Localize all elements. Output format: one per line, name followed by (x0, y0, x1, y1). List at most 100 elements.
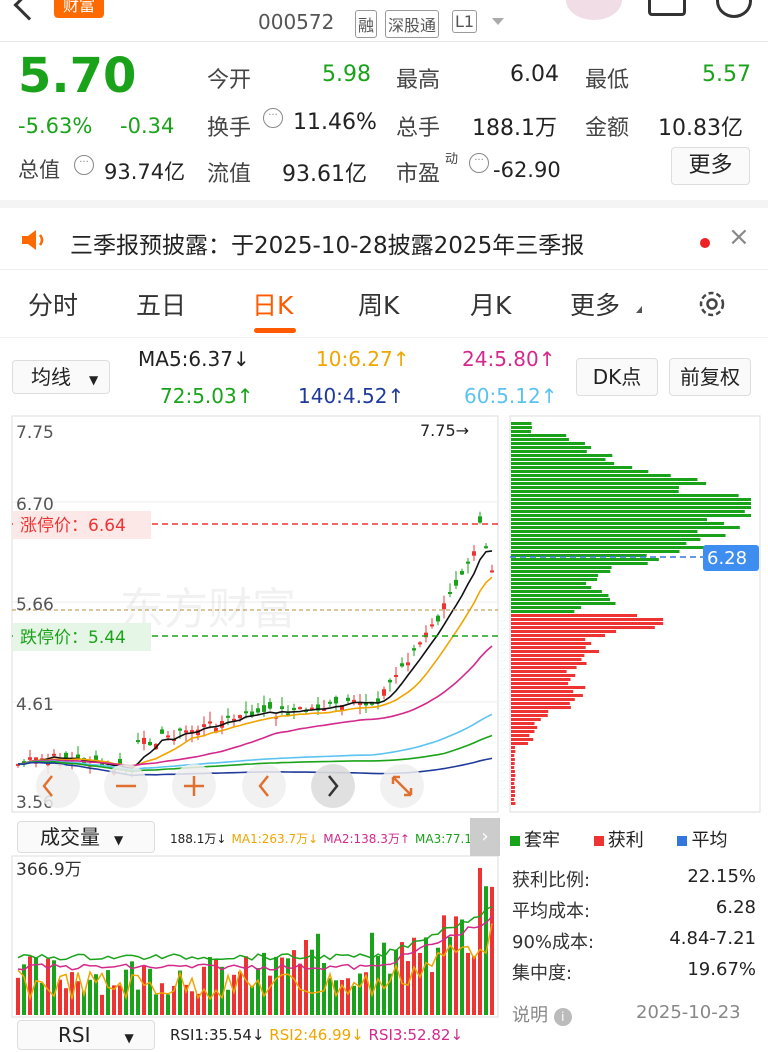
chip-bar (511, 782, 515, 785)
info-icon[interactable]: ··· (263, 108, 283, 128)
tab-month-k[interactable]: 月K (470, 291, 512, 320)
volume-bar (190, 991, 194, 1015)
chip-bar (511, 490, 679, 493)
next-icon[interactable] (311, 764, 355, 808)
tag-sgt: 深股通 (385, 10, 440, 38)
max-price-label: 7.75→ (420, 421, 469, 440)
candle-body (424, 632, 428, 638)
notice-bar[interactable]: 三季报预披露：于2025-10-28披露2025年三季报 × (0, 200, 768, 270)
volume-bar (22, 964, 26, 1015)
stat-row: 90%成本: 4.84-7.21 (512, 928, 756, 953)
kline-grid (12, 501, 498, 703)
volume-bar (34, 957, 38, 1015)
prev-icon[interactable] (242, 764, 286, 808)
chip-bar (511, 506, 751, 509)
close-icon[interactable]: × (728, 222, 750, 252)
chip-bar (511, 714, 548, 717)
info-icon[interactable]: ··· (74, 155, 94, 175)
volume-bar (406, 961, 410, 1015)
info-icon: i (553, 1008, 572, 1026)
chip-bar (511, 470, 649, 473)
tab-day-k[interactable]: 日K (252, 291, 294, 320)
volume-bar (28, 956, 32, 1015)
chip-bar (511, 634, 606, 637)
volume-bar (334, 980, 338, 1015)
active-tab-indicator (254, 328, 296, 333)
candle-body (442, 603, 446, 610)
quote-panel: 5.70 -5.63% -0.34 总值 ··· 93.74亿 今开 5.98 … (0, 44, 768, 199)
volume-legend: 188.1万↓ MA1:263.7万↓ MA2:138.3万↑ MA3:77.1… (170, 828, 502, 847)
volume-bar (250, 985, 254, 1015)
chip-bar (511, 466, 633, 469)
share-icon[interactable] (648, 0, 686, 16)
chip-bar (511, 590, 602, 593)
legend-average: 平均 (677, 830, 727, 851)
candle-body (328, 701, 332, 704)
chip-bar (511, 558, 659, 561)
volume-bar (124, 969, 128, 1015)
ma-select[interactable]: 均线 ▼ (12, 360, 110, 394)
back-icon[interactable] (13, 0, 45, 21)
volume-bar (466, 952, 470, 1015)
volume-bar (268, 975, 272, 1015)
candle-body (394, 674, 398, 677)
more-button[interactable]: 更多 (671, 147, 750, 185)
float-label: 流值 (207, 162, 252, 187)
chip-bar (511, 454, 613, 457)
chip-bar (511, 570, 611, 573)
volume-chart[interactable]: 366.9万 (0, 855, 503, 1018)
tab-5day[interactable]: 五日 (136, 291, 187, 320)
stat-row: 获利比例: 22.15% (512, 866, 756, 891)
dk-point-button[interactable]: DK点 (576, 358, 658, 396)
candle-body (436, 615, 440, 622)
zoom-controls (36, 764, 424, 808)
mktcap-label: 总值 (18, 158, 60, 182)
tab-fenshi[interactable]: 分时 (28, 291, 79, 320)
y-label-1: 7.75 (16, 423, 54, 443)
open-value: 5.98 (322, 62, 371, 87)
chip-bar (511, 690, 574, 693)
candle-body (478, 516, 482, 523)
adjust-button[interactable]: 前复权 (669, 358, 751, 396)
tab-week-k[interactable]: 周K (358, 291, 400, 320)
tag-l1: L1 (452, 10, 478, 33)
stock-code[interactable]: 000572 (258, 10, 335, 34)
volume-select[interactable]: 成交量 ▼ (17, 821, 155, 853)
kline-chart[interactable]: 东方财富 7.75 6.70 5.66 4.61 3.56 7.75→ 涨停价：… (0, 414, 503, 814)
explain-link[interactable]: 说明 i (512, 1001, 572, 1027)
candle-body (310, 707, 314, 710)
gear-icon[interactable] (696, 288, 728, 320)
chip-bar (511, 758, 515, 761)
y-label-3: 5.66 (16, 595, 54, 615)
rsi-select[interactable]: RSI ▼ (17, 1020, 155, 1050)
scroll-left-icon[interactable] (36, 764, 80, 808)
dk-label: DK点 (592, 365, 642, 389)
panel-toggle[interactable]: › (470, 818, 500, 856)
volume-bar (328, 978, 332, 1015)
volume-bar (172, 985, 176, 1015)
info-icon[interactable]: ··· (469, 153, 489, 173)
volume-bar (400, 942, 404, 1015)
chip-bar (511, 754, 515, 757)
notice-text: 三季报预披露：于2025-10-28披露2025年三季报 (70, 233, 585, 259)
low-label: 最低 (585, 68, 630, 93)
volume-bar (364, 972, 368, 1015)
volume-bar (130, 961, 134, 1015)
chevron-down-icon: ▼ (89, 373, 99, 387)
search-icon[interactable] (716, 0, 752, 18)
volume-bar (292, 950, 296, 1015)
chip-bar (511, 702, 570, 705)
chip-bar (511, 666, 577, 669)
legend-profit: 获利 (593, 830, 644, 851)
chevron-down-icon[interactable] (492, 18, 504, 25)
avatar[interactable] (566, 0, 622, 20)
candle-body (184, 730, 188, 733)
tab-more[interactable]: 更多 (570, 291, 621, 320)
chip-distribution[interactable]: 6.28 (505, 414, 763, 814)
chip-bar (511, 426, 532, 429)
candle-body (418, 642, 422, 645)
volume-ma-line (17, 916, 493, 971)
candle-body (484, 546, 488, 549)
candle-body (286, 713, 290, 716)
chip-bar (511, 762, 515, 765)
